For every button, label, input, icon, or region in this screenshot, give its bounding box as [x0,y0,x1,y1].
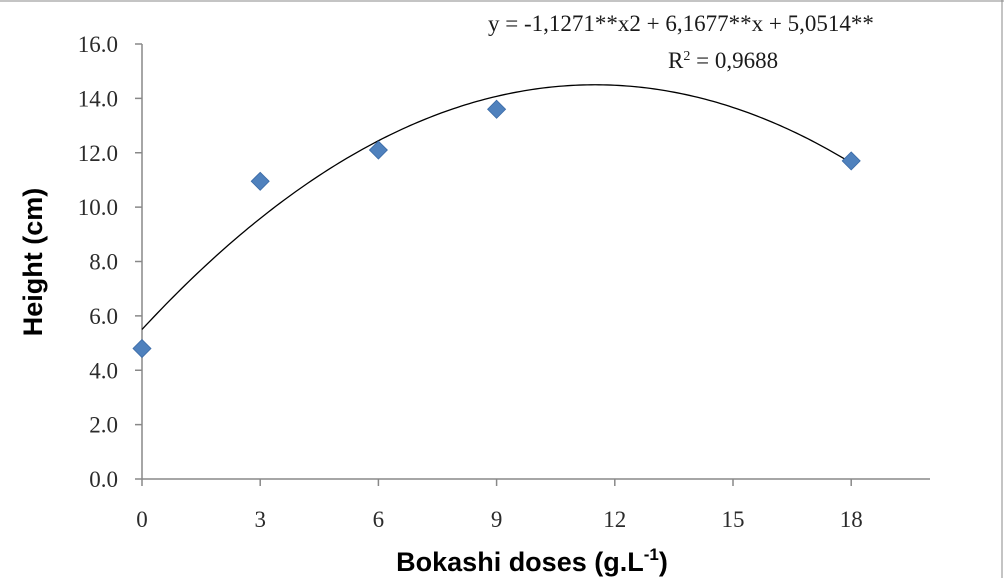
y-tick-label: 8.0 [89,250,118,275]
y-tick-label: 12.0 [78,141,118,166]
data-point [368,140,388,160]
x-axis-ticks: 0 3 6 9 12 15 18 [136,479,863,532]
y-tick-label: 14.0 [78,86,118,111]
x-tick-label: 6 [373,507,385,532]
data-points [132,99,861,359]
x-tick-label: 9 [491,507,503,532]
x-axis-title-sup: -1 [644,545,659,564]
y-tick-label: 2.0 [89,413,118,438]
y-axis-title: Height (cm) [18,188,48,337]
data-point [250,171,270,191]
trendline-equation: y = -1,1271**x2 + 6,1677**x + 5,0514** [488,11,874,36]
trendline-curve [141,84,852,330]
y-tick-label: 16.0 [78,32,118,57]
data-point [841,151,861,171]
x-tick-label: 3 [254,507,266,532]
x-axis-title-main: Bokashi doses (g.L [396,547,644,577]
x-tick-label: 15 [722,507,745,532]
x-tick-label: 12 [603,507,626,532]
r-squared-value: = 0,9688 [690,48,778,73]
y-tick-label: 6.0 [89,304,118,329]
data-point [132,338,152,359]
r-squared-sup: 2 [683,49,690,64]
x-tick-label: 0 [136,507,148,532]
data-point [487,99,507,119]
x-tick-label: 18 [840,507,863,532]
r-squared-r: R [668,48,684,73]
y-axis-ticks: 0.0 2.0 4.0 6.0 8.0 10.0 12.0 14.0 16.0 [78,32,142,492]
y-tick-label: 4.0 [89,358,118,383]
y-tick-label: 10.0 [78,195,118,220]
x-axis-title-close: ) [659,547,668,577]
x-axis-title: Bokashi doses (g.L-1) [396,545,668,577]
r-squared-label: R2 = 0,9688 [668,48,778,73]
y-tick-label: 0.0 [89,467,118,492]
